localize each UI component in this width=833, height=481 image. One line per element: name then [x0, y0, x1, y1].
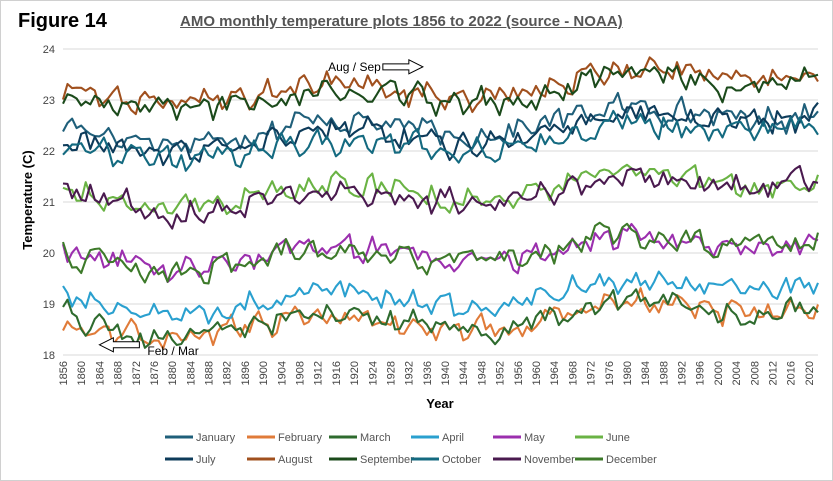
x-tick-label: 1904	[276, 361, 288, 385]
y-tick-label: 20	[43, 248, 55, 260]
x-tick-label: 1892	[222, 361, 234, 385]
x-tick-label: 1944	[458, 361, 470, 385]
y-tick-label: 21	[43, 197, 55, 209]
x-tick-label: 1876	[149, 361, 161, 385]
x-tick-labels: 1856 1860 1864 1868 1872 1876 1880 1884 1888 1892…	[58, 361, 816, 385]
x-tick-label: 1868	[113, 361, 125, 385]
x-tick-label: 1948	[476, 361, 488, 385]
x-tick-label: 1960	[531, 361, 543, 385]
x-tick-label: 1900	[258, 361, 270, 385]
x-tick-label: 1860	[76, 361, 88, 385]
series-line-september	[62, 65, 819, 122]
x-tick-label: 1940	[440, 361, 452, 385]
x-tick-label: 1920	[349, 361, 361, 385]
x-tick-label: 1908	[295, 361, 307, 385]
legend-entry-april: April	[442, 432, 464, 444]
x-tick-label: 1896	[240, 361, 252, 385]
x-tick-label: 2012	[768, 361, 780, 385]
series-line-june	[62, 163, 819, 216]
series-lines	[61, 56, 820, 350]
x-tick-label: 1992	[677, 361, 689, 385]
legend-entry-january: January	[196, 432, 236, 444]
legend-entry-december: December	[606, 454, 657, 466]
x-tick-label: 2000	[713, 361, 725, 385]
legend-entry-february: February	[278, 432, 323, 444]
x-tick-label: 1932	[404, 361, 416, 385]
x-tick-label: 1952	[495, 361, 507, 385]
x-tick-label: 1872	[131, 361, 143, 385]
x-tick-label: 1972	[586, 361, 598, 385]
annotations: Aug / Sep Feb / Mar	[98, 59, 424, 358]
x-tick-label: 1924	[367, 361, 379, 385]
x-tick-label: 2020	[804, 361, 816, 385]
x-tick-label: 1912	[313, 361, 325, 385]
x-tick-label: 1864	[94, 361, 106, 385]
legend-entry-september: September	[360, 454, 414, 466]
y-tick-label: 19	[43, 299, 55, 311]
annotation-aug-sep: Aug / Sep	[328, 60, 381, 74]
y-tick-label: 24	[43, 44, 55, 56]
x-tick-label: 1856	[58, 361, 70, 385]
x-tick-label: 1928	[385, 361, 397, 385]
x-tick-label: 2004	[731, 361, 743, 385]
x-tick-label: 1968	[567, 361, 579, 385]
series-line-august	[61, 56, 819, 116]
series-line-march	[62, 288, 819, 349]
x-axis-label: Year	[426, 396, 453, 411]
y-tick-label: 22	[43, 146, 55, 158]
arrow-icon	[98, 336, 140, 353]
x-tick-label: 1976	[604, 361, 616, 385]
x-tick-label: 1996	[695, 361, 707, 385]
legend-entry-may: May	[524, 432, 545, 444]
x-tick-label: 1964	[549, 361, 561, 385]
legend-entry-october: October	[442, 454, 481, 466]
series-line-april	[62, 270, 819, 325]
y-tick-label: 23	[43, 95, 55, 107]
x-tick-label: 2016	[786, 361, 798, 385]
series-line-january	[62, 91, 819, 154]
x-tick-label: 2008	[749, 361, 761, 385]
legend-entry-july: July	[196, 454, 216, 466]
x-tick-label: 1888	[204, 361, 216, 385]
x-tick-label: 1980	[622, 361, 634, 385]
x-tick-label: 1984	[640, 361, 652, 385]
legend-entry-june: June	[606, 432, 630, 444]
series-line-october	[62, 109, 819, 172]
series-line-november	[62, 164, 819, 230]
x-tick-label: 1916	[331, 361, 343, 385]
series-line-december	[61, 221, 820, 285]
annotation-feb-mar: Feb / Mar	[147, 344, 198, 358]
chart-title: AMO monthly temperature plots 1856 to 20…	[180, 13, 623, 30]
series-line-july	[62, 102, 819, 167]
x-tick-label: 1988	[658, 361, 670, 385]
legend: January February March April May June July Augu…	[165, 432, 657, 466]
x-tick-label: 1936	[422, 361, 434, 385]
y-tick-label: 18	[43, 350, 55, 362]
legend-entry-march: March	[360, 432, 391, 444]
x-tick-label: 1956	[513, 361, 525, 385]
y-axis-label: Temperature (C)	[20, 150, 35, 249]
legend-entry-august: August	[278, 454, 312, 466]
figure-label: Figure 14	[18, 10, 107, 32]
x-tick-label: 1884	[185, 361, 197, 385]
legend-entry-november: November	[524, 454, 575, 466]
arrow-icon	[382, 59, 424, 75]
x-tick-label: 1880	[167, 361, 179, 385]
y-tick-labels: 18 19 20 21 22 23 24	[43, 44, 55, 362]
